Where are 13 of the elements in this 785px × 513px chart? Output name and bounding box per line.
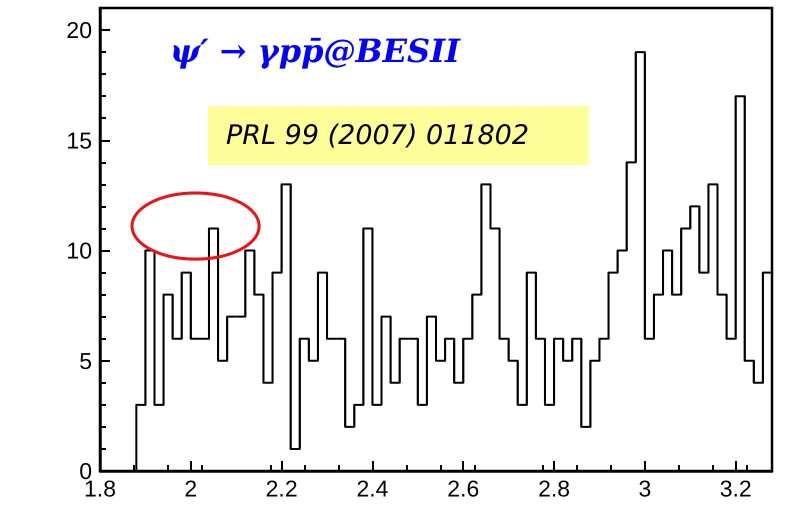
y-tick-label: 10 bbox=[66, 238, 92, 264]
x-tick-label: 3 bbox=[638, 476, 652, 502]
annotation: PRL 99 (2007) 011802 bbox=[226, 120, 530, 151]
x-tick-label: 2.8 bbox=[538, 476, 570, 502]
y-tick-label: 5 bbox=[79, 348, 92, 374]
x-tick-label: 2.6 bbox=[447, 476, 480, 502]
y-tick-label: 20 bbox=[66, 17, 92, 44]
x-tick-label: 2.2 bbox=[266, 476, 298, 502]
x-tick-label: 2.4 bbox=[356, 476, 389, 502]
y-tick-label: 15 bbox=[66, 127, 92, 154]
text: ψ′ → γpp̄@BESII bbox=[170, 32, 462, 70]
x-tick-label: 2 bbox=[184, 476, 198, 502]
x-tick-label: 3.2 bbox=[720, 476, 752, 502]
